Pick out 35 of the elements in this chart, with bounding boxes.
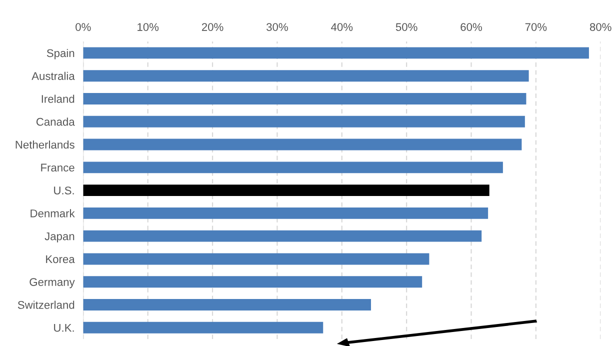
y-tick-label: Denmark (30, 209, 75, 218)
bar (83, 184, 490, 196)
y-tick-label: Australia (32, 72, 75, 80)
bar (83, 116, 525, 128)
x-tick-label: 0% (76, 23, 91, 31)
x-tick-label: 70% (525, 23, 547, 31)
x-tick-label: 50% (396, 23, 418, 31)
x-tick-label: 10% (138, 23, 159, 31)
y-tick-label: U.S. (54, 186, 74, 194)
y-tick-label: France (41, 164, 74, 172)
y-tick-label: Spain (46, 48, 74, 60)
y-tick-label: Germany (30, 278, 75, 288)
y-tick-label: U.K. (54, 324, 74, 332)
bar (83, 299, 371, 310)
bar (83, 70, 529, 82)
bar (83, 47, 589, 59)
bar (83, 138, 522, 150)
bar (83, 230, 482, 242)
y-tick-label: Netherlands (16, 140, 74, 149)
y-tick-label: Korea (46, 255, 75, 264)
y-tick-label: Switzerland (18, 300, 74, 309)
x-tick-label: 30% (266, 23, 288, 31)
bar (83, 207, 488, 219)
bar (83, 93, 526, 104)
y-tick-label: Canada (36, 118, 75, 126)
bar (83, 253, 430, 265)
bar (83, 162, 503, 174)
y-tick-label: Japan (44, 232, 74, 242)
y-tick-label: Ireland (42, 94, 74, 103)
bar (83, 276, 422, 288)
x-tick-label: 20% (202, 23, 224, 31)
x-tick-label: 80% (590, 23, 612, 31)
x-tick-label: 40% (331, 23, 353, 31)
x-tick-label: 60% (460, 23, 482, 31)
bar (83, 322, 324, 334)
